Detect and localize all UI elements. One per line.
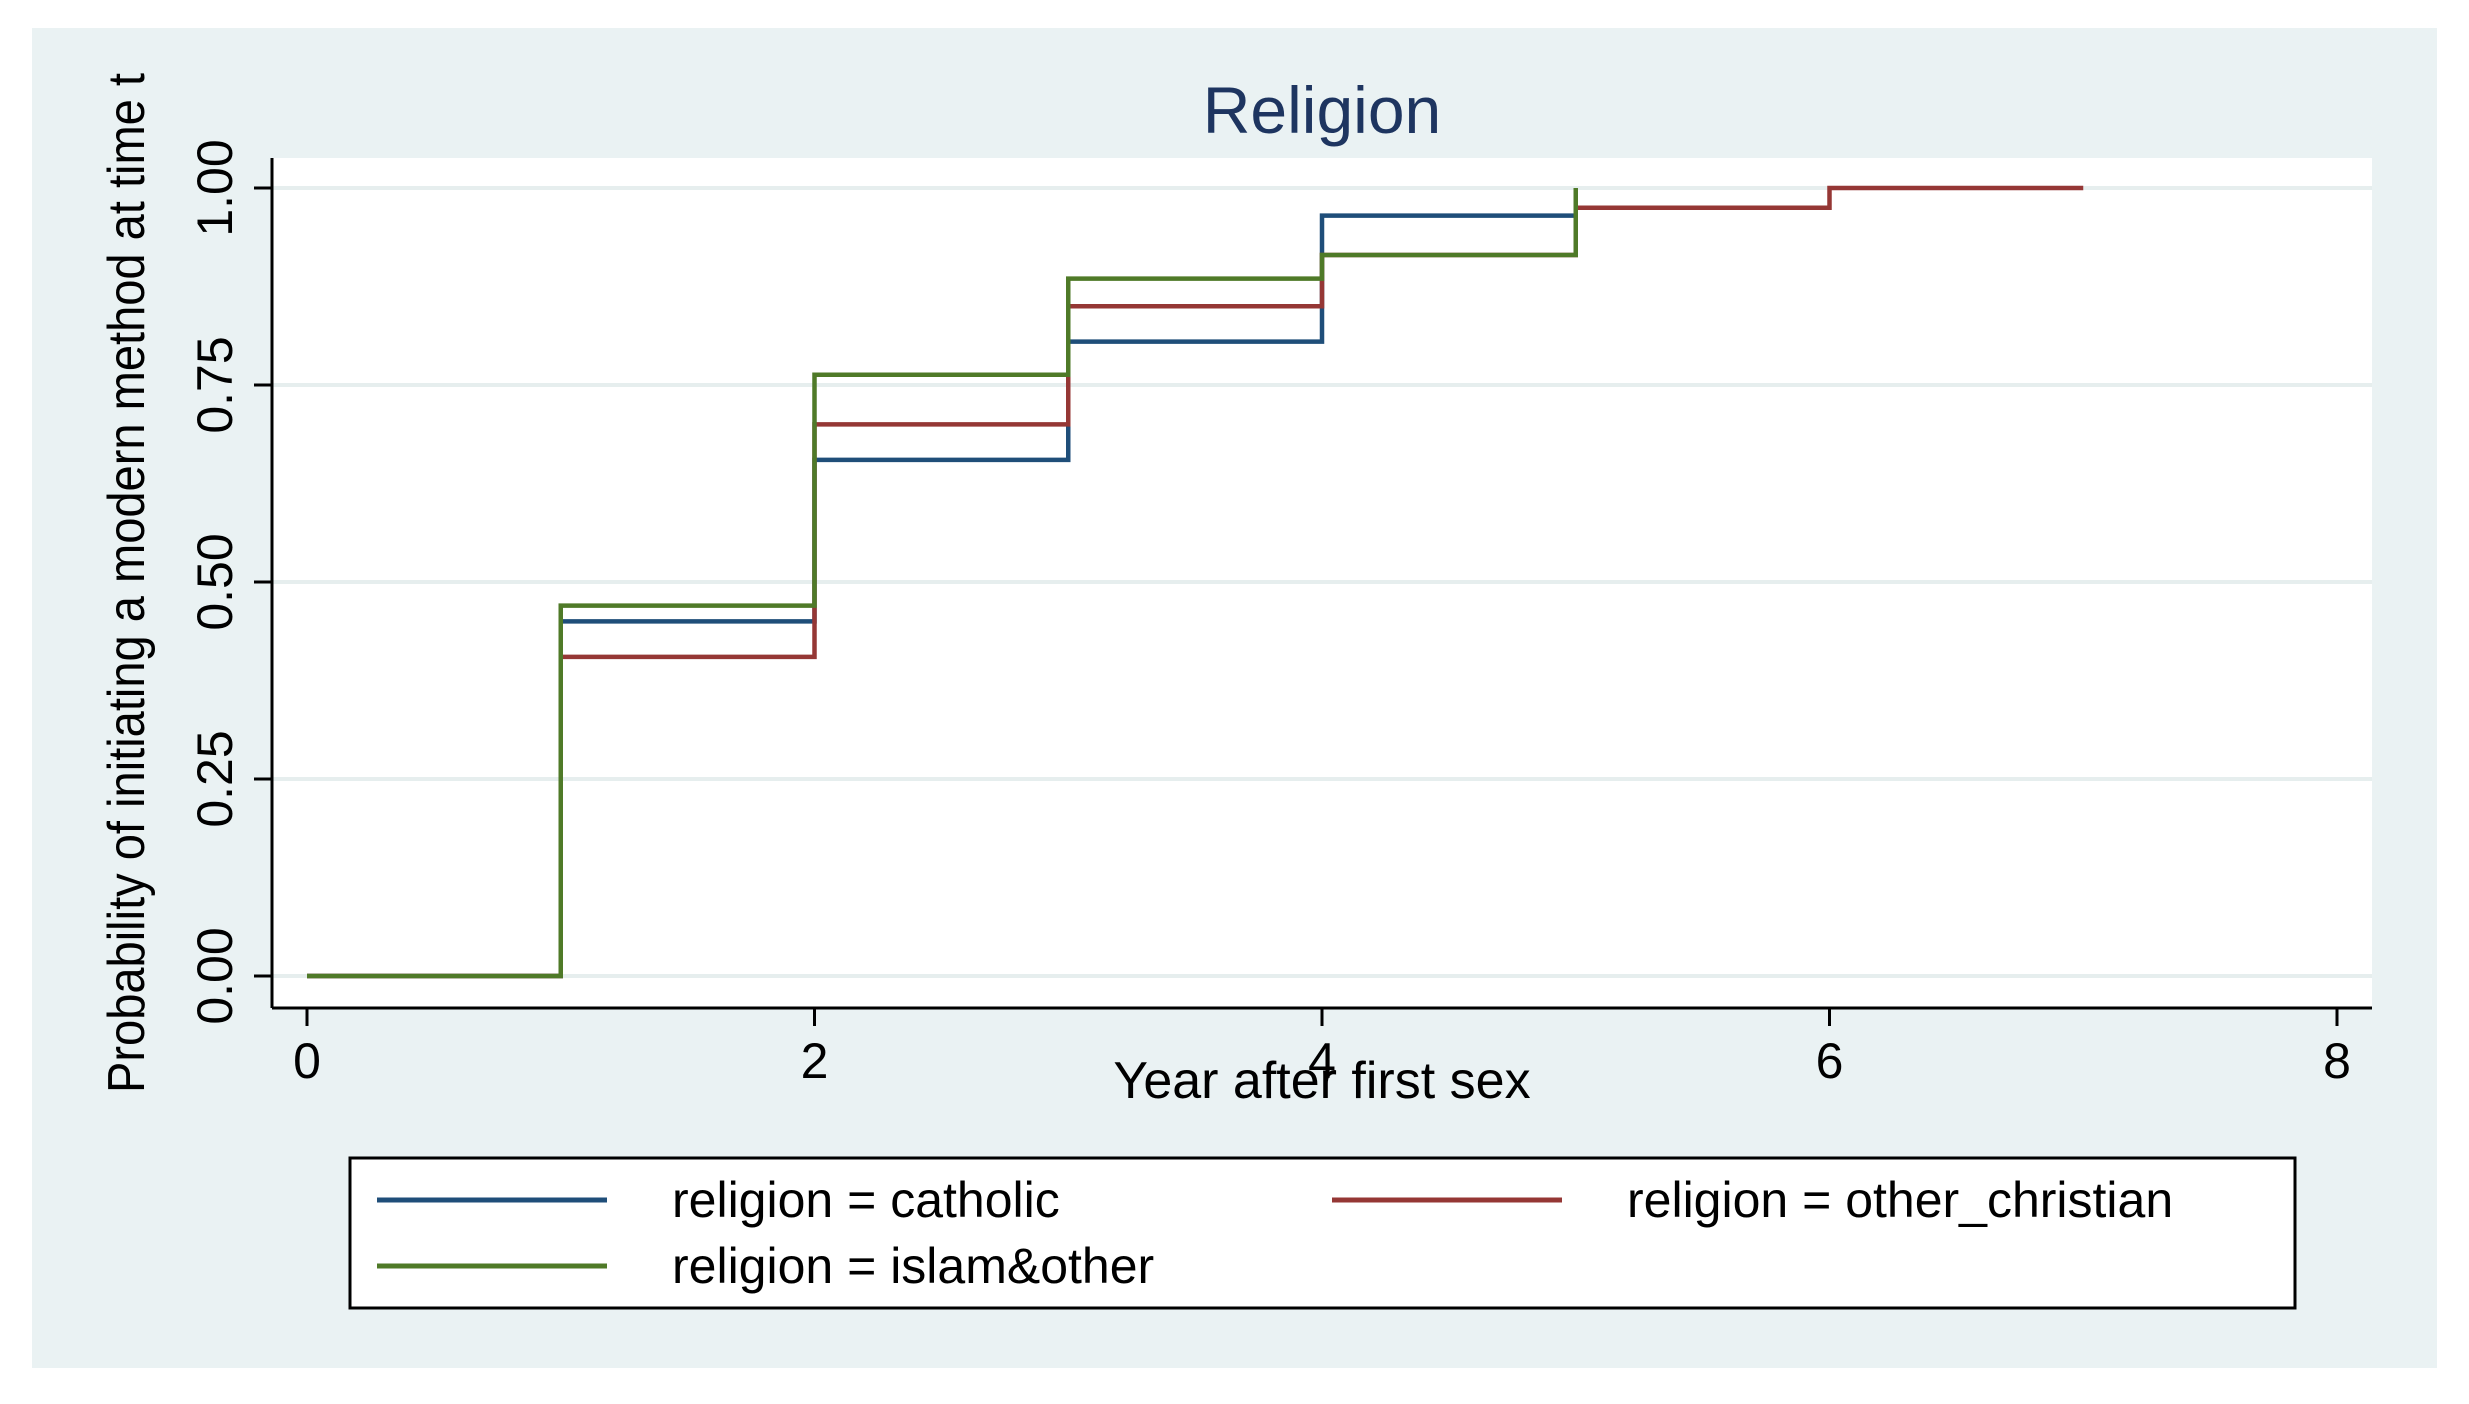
chart-background: 0.00 0.25 0.50 0.75 1.00 0 2 4 6 8 Religion Year… <box>32 28 2437 1368</box>
x-tick-label: 2 <box>801 1033 829 1089</box>
x-tick-label: 6 <box>1816 1033 1844 1089</box>
series-group <box>307 185 2084 979</box>
x-ticks: 0 2 4 6 8 <box>293 1008 2351 1089</box>
x-tick-label: 8 <box>2323 1033 2351 1089</box>
legend-label-3: religion = islam&other <box>672 1238 1154 1294</box>
legend: religion = catholic religion = other_chri… <box>348 1156 2297 1310</box>
legend-box <box>348 1156 2297 1310</box>
x-axis-label: Year after first sex <box>1113 1052 1530 1110</box>
series-line-3 <box>307 188 1578 979</box>
chart-title: Religion <box>1203 73 1441 147</box>
legend-items: religion = catholic religion = other_chri… <box>377 1172 2173 1294</box>
y-ticks: 0.00 0.25 0.50 0.75 1.00 <box>187 139 272 1025</box>
y-tick-label: 0.50 <box>187 533 243 630</box>
y-tick-label: 0.00 <box>187 927 243 1024</box>
y-tick-label: 0.25 <box>187 730 243 827</box>
y-tick-label: 0.75 <box>187 336 243 433</box>
series-line-2 <box>307 185 2084 979</box>
x-tick-label: 4 <box>1308 1033 1336 1089</box>
legend-label-2: religion = other_christian <box>1627 1172 2173 1228</box>
y-axis-label: Probability of initiating a modern metho… <box>98 73 156 1093</box>
y-tick-label: 1.00 <box>187 139 243 236</box>
x-tick-label: 0 <box>293 1033 321 1089</box>
legend-label-1: religion = catholic <box>672 1172 1060 1228</box>
survival-chart: 0.00 0.25 0.50 0.75 1.00 0 2 4 6 8 Religion Year… <box>98 73 2372 1310</box>
gridlines <box>272 186 2372 978</box>
